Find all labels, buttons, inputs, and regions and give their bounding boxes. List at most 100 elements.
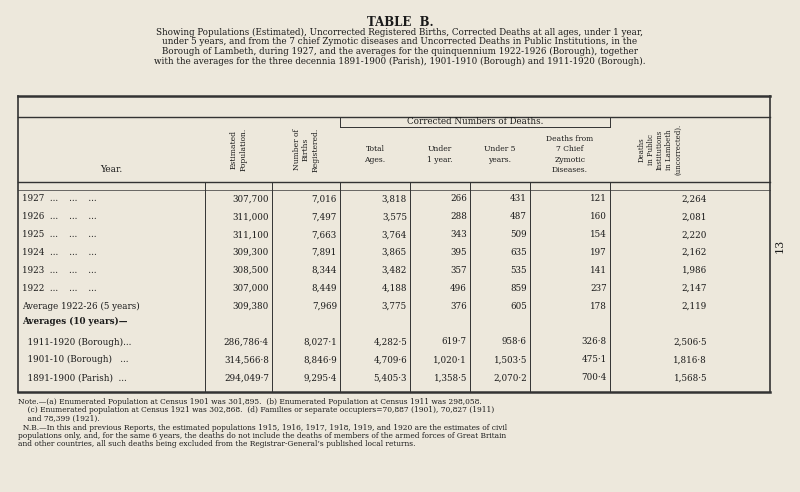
Text: 237: 237 [590, 284, 607, 293]
Text: 4,282·5: 4,282·5 [374, 338, 407, 346]
Text: 1922  ...    ...    ...: 1922 ... ... ... [22, 284, 97, 293]
Text: 1,816·8: 1,816·8 [674, 355, 707, 364]
Text: 8,344: 8,344 [311, 266, 337, 275]
Text: and 78,399 (1921).: and 78,399 (1921). [18, 415, 100, 423]
Text: with the averages for the three decennia 1891-1900 (Parish), 1901-1910 (Borough): with the averages for the three decennia… [154, 57, 646, 65]
Text: 376: 376 [450, 302, 467, 310]
Text: 307,700: 307,700 [233, 194, 269, 203]
Text: 7,969: 7,969 [312, 302, 337, 310]
Text: Under
1 year.: Under 1 year. [427, 146, 453, 163]
Text: 3,575: 3,575 [382, 213, 407, 221]
Text: 9,295·4: 9,295·4 [303, 373, 337, 382]
Text: 859: 859 [510, 284, 527, 293]
Text: 266: 266 [450, 194, 467, 203]
Text: 8,449: 8,449 [311, 284, 337, 293]
Text: Note.—(a) Enumerated Population at Census 1901 was 301,895.  (b) Enumerated Popu: Note.—(a) Enumerated Population at Censu… [18, 398, 482, 406]
Text: 1911-1920 (Borough)...: 1911-1920 (Borough)... [22, 338, 131, 346]
Text: 535: 535 [510, 266, 527, 275]
Text: 8,027·1: 8,027·1 [303, 338, 337, 346]
Text: 309,380: 309,380 [233, 302, 269, 310]
Text: 160: 160 [590, 213, 607, 221]
Text: 141: 141 [590, 266, 607, 275]
Text: 121: 121 [590, 194, 607, 203]
Text: 2,162: 2,162 [682, 248, 707, 257]
Text: Under 5
years.: Under 5 years. [484, 146, 516, 163]
Text: (c) Enumerated population at Census 1921 was 302,868.  (d) Families or separate : (c) Enumerated population at Census 1921… [18, 406, 494, 414]
Text: Estimated
Population.: Estimated Population. [230, 128, 247, 171]
Text: 2,506·5: 2,506·5 [674, 338, 707, 346]
Text: Total
Ages.: Total Ages. [365, 146, 386, 163]
Text: 294,049·7: 294,049·7 [224, 373, 269, 382]
Text: 286,786·4: 286,786·4 [224, 338, 269, 346]
Text: 2,070·2: 2,070·2 [494, 373, 527, 382]
Text: 178: 178 [590, 302, 607, 310]
Text: Averages (10 years)—: Averages (10 years)— [22, 317, 127, 326]
Text: 619·7: 619·7 [442, 338, 467, 346]
Text: 7,891: 7,891 [312, 248, 337, 257]
Text: 7,497: 7,497 [312, 213, 337, 221]
Text: 475·1: 475·1 [582, 355, 607, 364]
Text: 1923  ...    ...    ...: 1923 ... ... ... [22, 266, 97, 275]
Text: 2,119: 2,119 [682, 302, 707, 310]
Text: 8,846·9: 8,846·9 [303, 355, 337, 364]
Text: Borough of Lambeth, during 1927, and the averages for the quinquennium 1922-1926: Borough of Lambeth, during 1927, and the… [162, 47, 638, 56]
Text: 343: 343 [450, 230, 467, 239]
Text: 314,566·8: 314,566·8 [224, 355, 269, 364]
Text: 308,500: 308,500 [233, 266, 269, 275]
Text: 7,016: 7,016 [312, 194, 337, 203]
Text: 4,709·6: 4,709·6 [374, 355, 407, 364]
Text: 309,300: 309,300 [233, 248, 269, 257]
Text: 3,482: 3,482 [382, 266, 407, 275]
Text: 509: 509 [510, 230, 527, 239]
Text: 357: 357 [450, 266, 467, 275]
Text: 1,986: 1,986 [682, 266, 707, 275]
Text: and other countries, all such deaths being excluded from the Registrar-General’s: and other countries, all such deaths bei… [18, 440, 415, 449]
Text: Year.: Year. [100, 165, 122, 174]
Text: 4,188: 4,188 [382, 284, 407, 293]
Text: 326·8: 326·8 [582, 338, 607, 346]
Text: Deaths
in Public
Institutions
in Lambeth
(uncorrected).: Deaths in Public Institutions in Lambeth… [638, 124, 682, 175]
Text: 1,358·5: 1,358·5 [434, 373, 467, 382]
Text: 154: 154 [590, 230, 607, 239]
Text: 958·6: 958·6 [502, 338, 527, 346]
Text: 288: 288 [450, 213, 467, 221]
Text: 431: 431 [510, 194, 527, 203]
Text: 3,818: 3,818 [382, 194, 407, 203]
Text: 1926  ...    ...    ...: 1926 ... ... ... [22, 213, 97, 221]
Text: Number of
Births
Registered.: Number of Births Registered. [293, 127, 319, 172]
Text: 496: 496 [450, 284, 467, 293]
Text: 2,147: 2,147 [682, 284, 707, 293]
Text: 2,081: 2,081 [682, 213, 707, 221]
Text: 7,663: 7,663 [312, 230, 337, 239]
Text: 1,020·1: 1,020·1 [434, 355, 467, 364]
Text: 487: 487 [510, 213, 527, 221]
Text: 3,775: 3,775 [382, 302, 407, 310]
Text: 1,568·5: 1,568·5 [674, 373, 707, 382]
Text: 635: 635 [510, 248, 527, 257]
Text: Average 1922-26 (5 years): Average 1922-26 (5 years) [22, 302, 140, 311]
Text: 1924  ...    ...    ...: 1924 ... ... ... [22, 248, 97, 257]
Text: Showing Populations (Estimated), Uncorrected Registered Births, Corrected Deaths: Showing Populations (Estimated), Uncorre… [157, 28, 643, 37]
Text: 307,000: 307,000 [233, 284, 269, 293]
Text: 197: 197 [590, 248, 607, 257]
Text: 1901-10 (Borough)   ...: 1901-10 (Borough) ... [22, 355, 129, 365]
Text: 3,865: 3,865 [382, 248, 407, 257]
Text: under 5 years, and from the 7 chief Zymotic diseases and Uncorrected Deaths in P: under 5 years, and from the 7 chief Zymo… [162, 37, 638, 47]
Text: 605: 605 [510, 302, 527, 310]
Text: 1927  ...    ...    ...: 1927 ... ... ... [22, 194, 97, 203]
Text: 2,264: 2,264 [682, 194, 707, 203]
Text: 1925  ...    ...    ...: 1925 ... ... ... [22, 230, 97, 239]
Text: 311,100: 311,100 [233, 230, 269, 239]
Text: 395: 395 [450, 248, 467, 257]
Text: 5,405·3: 5,405·3 [374, 373, 407, 382]
Text: 2,220: 2,220 [682, 230, 707, 239]
Text: TABLE  B.: TABLE B. [366, 16, 434, 29]
Text: populations only, and, for the same 6 years, the deaths do not include the death: populations only, and, for the same 6 ye… [18, 432, 506, 440]
Text: Deaths from
7 Chief
Zymotic
Diseases.: Deaths from 7 Chief Zymotic Diseases. [546, 135, 594, 174]
Text: 700·4: 700·4 [582, 373, 607, 382]
Text: 1891-1900 (Parish)  ...: 1891-1900 (Parish) ... [22, 373, 126, 382]
Text: 311,000: 311,000 [233, 213, 269, 221]
Text: N.B.—In this and previous Reports, the estimated populations 1915, 1916, 1917, 1: N.B.—In this and previous Reports, the e… [18, 424, 507, 431]
Text: 1,503·5: 1,503·5 [494, 355, 527, 364]
Text: Corrected Numbers of Deaths.: Corrected Numbers of Deaths. [407, 118, 543, 126]
